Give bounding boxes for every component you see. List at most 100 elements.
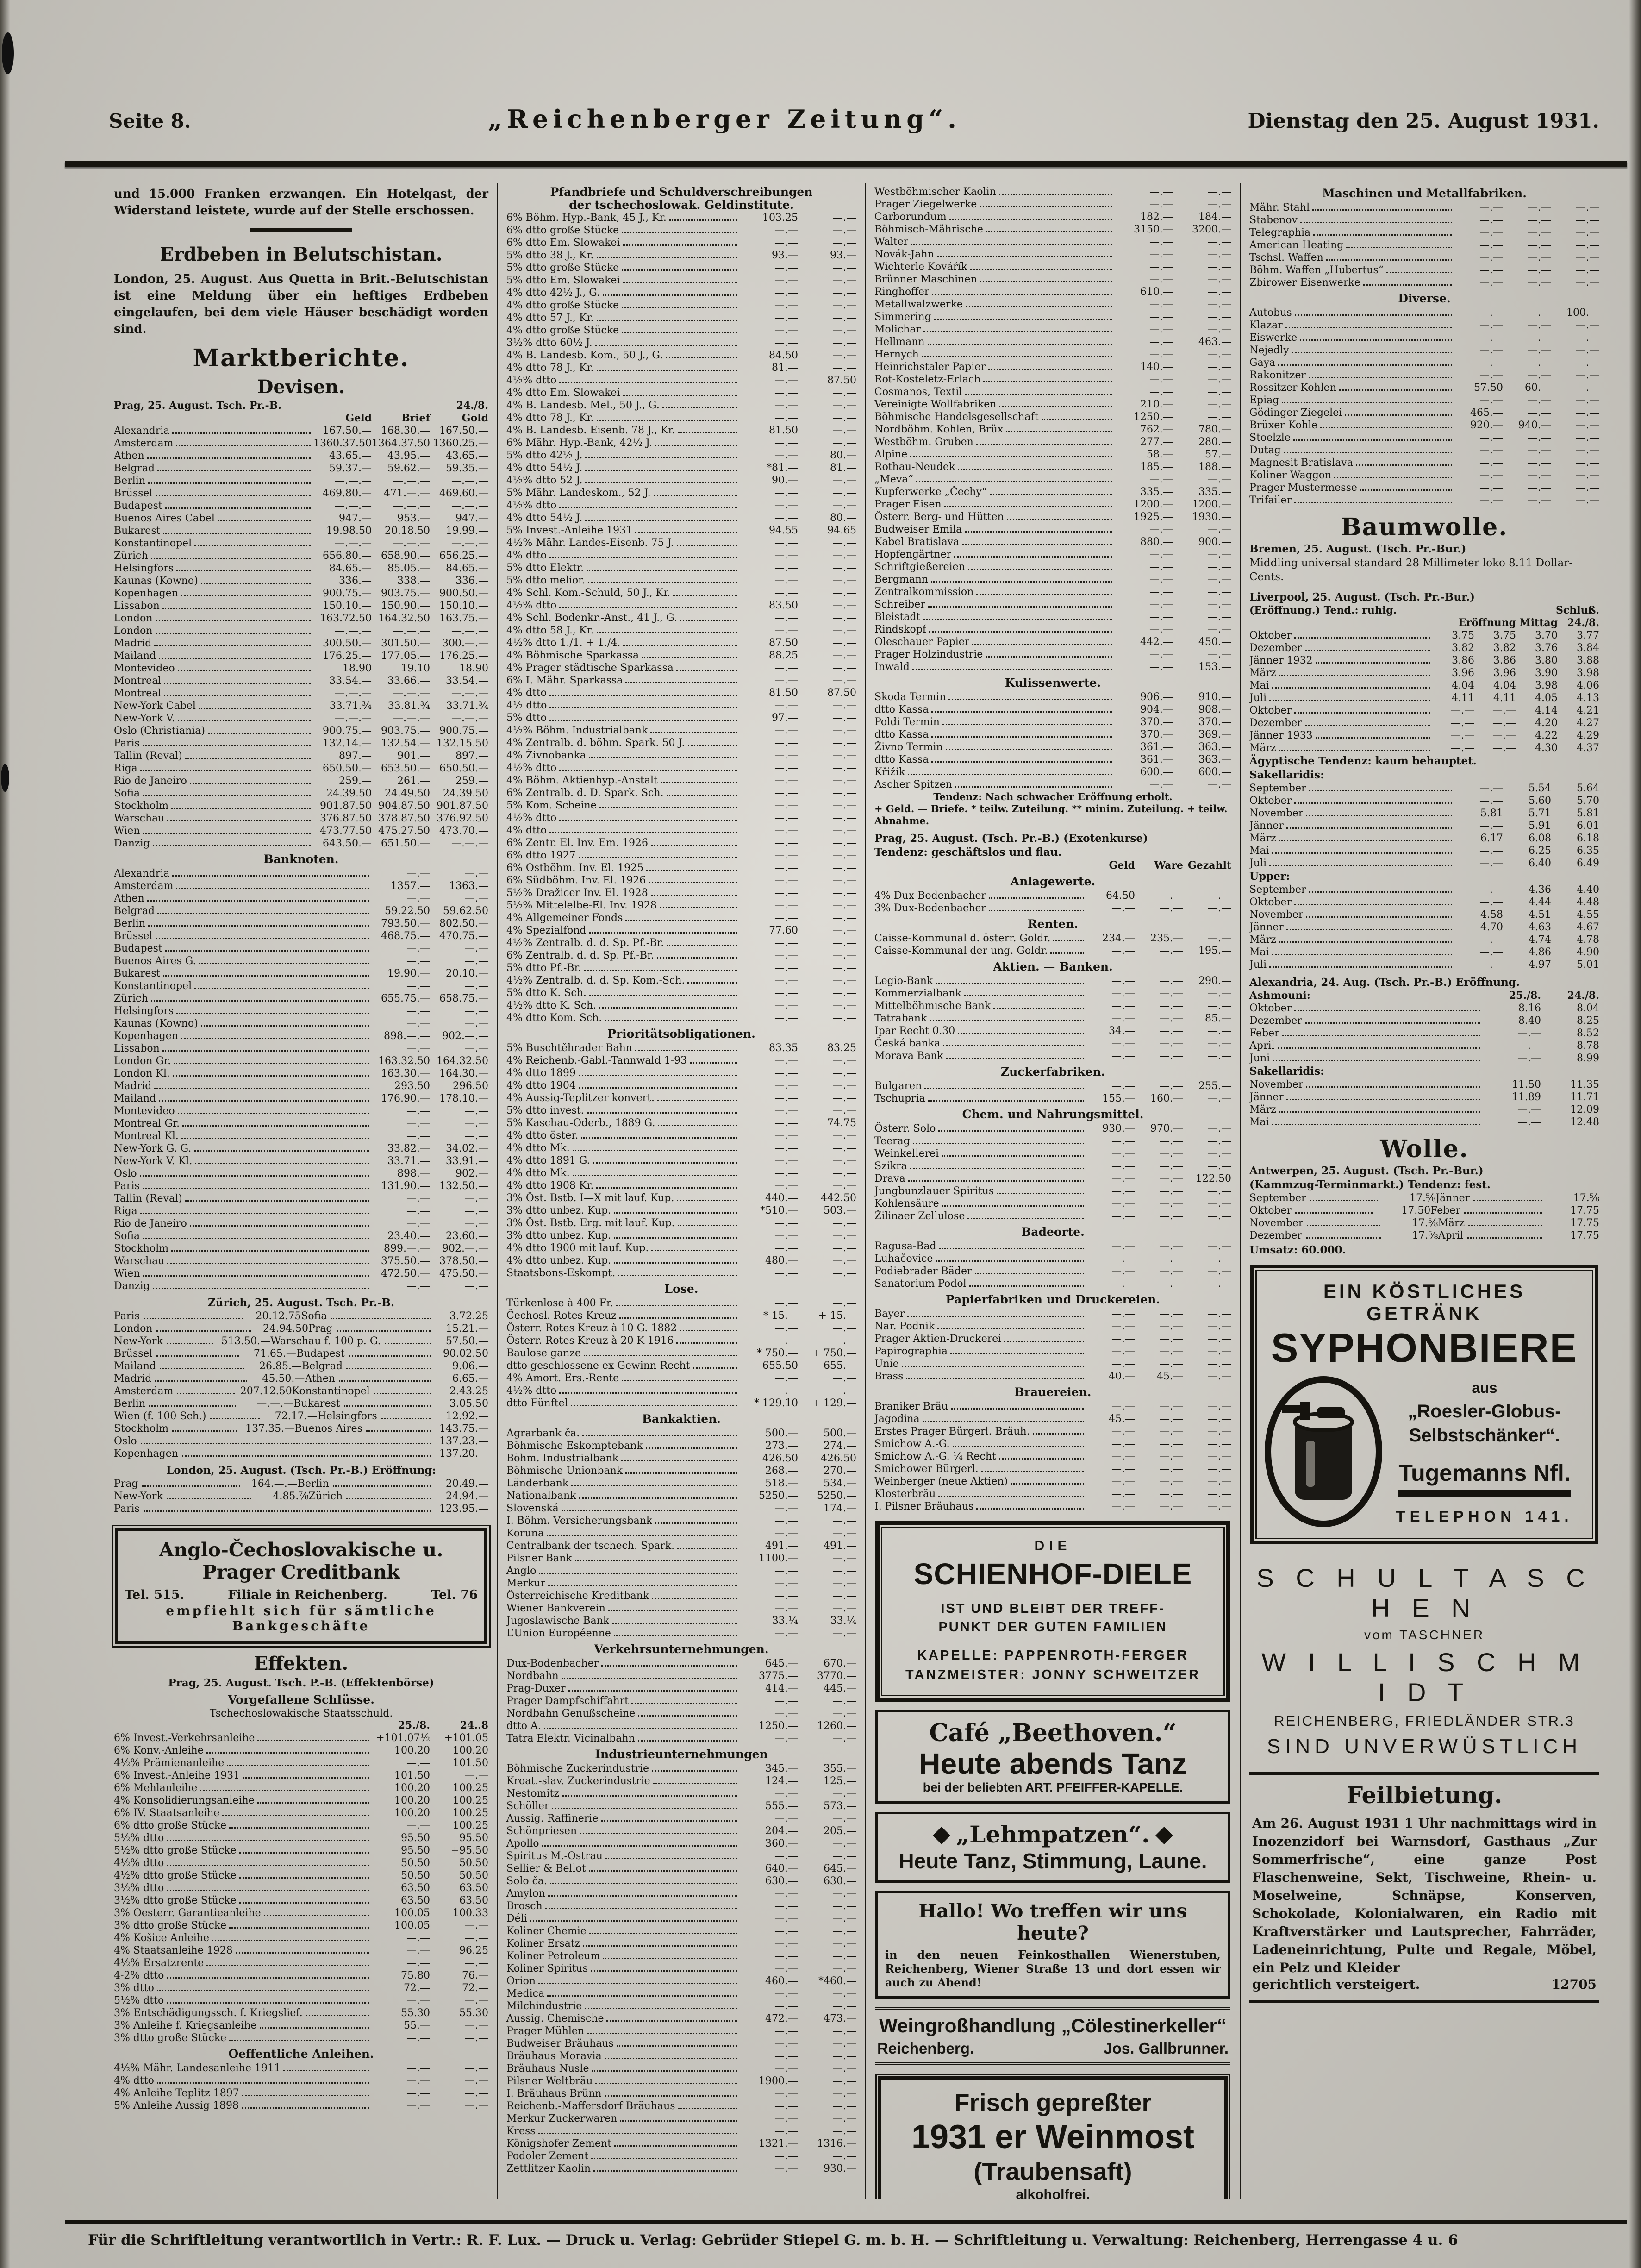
table-row: Stockholm 901.87.50 904.87.50 901.87.50 <box>114 800 488 812</box>
table-row: Böhm. Waffen „Hubertus“ —.— —.— —.— <box>1249 264 1599 276</box>
syphon-tugemanns: Tugemanns Nfl. <box>1398 1460 1571 1497</box>
feilbietung-lastline: gerichtlich versteigert. 12705 <box>1252 1977 1597 1992</box>
table-row: 6% Südböhm. Inv. El. 1926 —.— —.— <box>506 875 856 886</box>
table-row: Nordbahn Genußscheine —.— —.— <box>506 1708 856 1719</box>
table-row: Nordböhm. Kohlen, Brüx 762.— 780.— <box>874 424 1231 435</box>
table-row: Zentralkommission —.— —.— <box>874 586 1231 598</box>
table-row: Lissabon 150.10.— 150.90.— 150.10.— <box>114 600 488 612</box>
table-row: 5% Kaschau-Oderb., 1889 G. —.— 74.75 <box>506 1117 856 1129</box>
table-row: Dezember 17.⅝ April 17.75 <box>1249 1230 1599 1241</box>
liverpool-table: Oktober 3.75 3.75 3.70 3.77 Dezember 3.82 3.82 3… <box>1249 629 1599 754</box>
table-row: London Gr. 163.32.50 164.32.50 <box>114 1055 488 1067</box>
table-row: 5% Mähr. Landeskom., 52 J. —.— —.— <box>506 487 856 499</box>
lehmpatzen-ad: „Lehmpatzen“. Heute Tanz, Stimmung, Laun… <box>875 1812 1230 1883</box>
table-row: Budweiser Emila —.— —.— <box>874 524 1231 535</box>
table-row: Merkur —.— —.— <box>506 1578 856 1589</box>
table-row: Dezember —.— —.— 4.20 4.27 <box>1249 717 1599 729</box>
table-row: Alexandria 167.50.— 168.30.— 167.50.— <box>114 425 488 437</box>
table-row: November 17.⅝ März 17.75 <box>1249 1217 1599 1229</box>
table-row: New-York V. —.—.— —.—.— —.—.— <box>114 713 488 724</box>
table-row: 5½% dtto —.— —.— <box>114 1995 488 2006</box>
table-row: November 5.81 5.71 5.81 <box>1249 808 1599 819</box>
devisen-column-headers: Geld Brief Gold <box>345 412 488 424</box>
table-row: 4% dtto Em. Slowakei —.— —.— <box>506 387 856 399</box>
table-row: Kopenhagen 900.75.— 903.75.— 900.50.— <box>114 588 488 599</box>
table-row: Mailand 176.90.— 178.10.— <box>114 1093 488 1104</box>
table-row: Gaya —.— —.— —.— <box>1249 357 1599 369</box>
table-row: 5% dtto Em. Slowakei —.— —.— <box>506 275 856 286</box>
table-row: 3% Anleihe f. Kriegsanleihe 55.— —.— <box>114 2020 488 2031</box>
table-row: 3% Oesterr. Garantieanleihe 100.05 100.33 <box>114 1907 488 1919</box>
table-row: Belgrad 59.37.— 59.62.— 59.35.— <box>114 463 488 474</box>
table-row: Amsterdam 1360.37.50 1364.37.50 1360.25.— <box>114 438 488 449</box>
table-row: 5½% dtto große Stücke 95.50 +95.50 <box>114 1845 488 1856</box>
table-row: Konstantinopel —.— —.— <box>114 980 488 992</box>
table-row: I. Böhm. Versicherungsbank —.— —.— <box>506 1515 856 1527</box>
table-row: Juli —.— 6.40 6.49 <box>1249 858 1599 869</box>
wienerstuben-headline: Hallo! Wo treffen wir uns heute? <box>918 1900 1187 1944</box>
table-row: 5% dtto 97.— —.— <box>506 712 856 724</box>
table-row: 5% Kom. Scheine —.— —.— <box>506 800 856 811</box>
table-row: Montreal 33.54.— 33.66.— 33.54.— <box>114 675 488 687</box>
maschinen-table: Mähr. Stahl —.— —.— —.— Stabenov —.— —.— —.— Tel… <box>1249 201 1599 289</box>
liverpool-subline: (Eröffnung.) Tend.: ruhig. Schluß. <box>1249 604 1599 616</box>
table-row: Schreiber —.— —.— <box>874 599 1231 610</box>
table-row: Déli —.— —.— <box>506 1913 856 1924</box>
table-row: Westböhm. Gruben 277.— 280.— <box>874 436 1231 448</box>
table-row: dtto Kassa 370.— 369.— <box>874 729 1231 740</box>
feilbietung-closing: gerichtlich versteigert. <box>1252 1977 1420 1992</box>
column-4: Maschinen und Metallfabriken. Mähr. Stah… <box>1240 183 1608 2199</box>
table-row: 4% Reichenb.-Gabl.-Tannwald 1-93 —.— —.— <box>506 1055 856 1066</box>
table-row: Novák-Jahn —.— —.— <box>874 249 1231 260</box>
table-row: September —.— 5.54 5.64 <box>1249 783 1599 794</box>
table-row: Schönpriesen 204.— 205.— <box>506 1825 856 1837</box>
table-row: Unie —.— —.— —.— <box>874 1358 1231 1370</box>
table-row: Rossitzer Kohlen 57.50 60.— —.— <box>1249 382 1599 394</box>
london-table: Prag 164.—.— Berlin 20.49.— New-York 4.85.⅞ Zü… <box>114 1478 488 1515</box>
table-row: 4½% Zentralb. d. d. Sp. Pf.-Br. —.— —.— <box>506 937 856 949</box>
table-row: Danzig 643.50.— 651.50.— —.—.— <box>114 838 488 849</box>
table-row: Schriftgießereien —.— —.— <box>874 561 1231 573</box>
creditbank-ad: Anglo-Čechoslovakische u. Prager Creditb… <box>112 1525 491 1648</box>
table-row: Spiritus M.-Ostrau —.— —.— <box>506 1850 856 1862</box>
table-row: Žilinaer Zellulose —.— —.— —.— <box>874 1210 1231 1222</box>
table-row: 5% dtto große Stücke —.— —.— <box>506 262 856 274</box>
table-row: Prager Mühlen —.— —.— <box>506 2025 856 2037</box>
marktberichte-heading: Marktberichte. <box>193 344 410 372</box>
table-row: 4% dtto 54½ J. *81.— 81.— <box>506 462 856 474</box>
table-row: 4½% dtto 1./1. + 1./4. 87.50 —.— <box>506 637 856 649</box>
masthead: Seite 8. „Reichenberger Zeitung“. Dienst… <box>109 104 1599 134</box>
antwerpen-sub: (Kammzug-Terminmarkt.) Tendenz: fest. <box>1249 1178 1491 1191</box>
table-row: dtto Kassa 361.— 363.— <box>874 754 1231 765</box>
table-row: Mai —.— 4.86 4.90 <box>1249 946 1599 958</box>
table-row: 4% dtto 78 J., Kr. —.— —.— <box>506 412 856 424</box>
table-row: Amsterdam 1357.— 1363.— <box>114 880 488 892</box>
table-row: Luhačovice —.— —.— —.— <box>874 1253 1231 1265</box>
table-row: 4% Böhmische Sparkassa 88.25 —.— <box>506 650 856 661</box>
table-row: Paris 20.12.75 Sofia 3.72.25 <box>114 1310 489 1322</box>
table-row: 6% dtto Em. Slowakei —.— —.— <box>506 237 856 249</box>
scan-artifact <box>1 764 9 792</box>
aktien-banken-table: Legio-Bank —.— —.— 290.— Kommerzialbank —.— —.… <box>874 975 1231 1062</box>
table-row: November 11.50 11.35 <box>1249 1079 1599 1090</box>
table-row: London 24.94.50 Prag 15.21.— <box>114 1323 488 1334</box>
devisen-heading: Devisen. <box>257 376 345 398</box>
scan-edge-right <box>1629 0 1641 2268</box>
table-row: Ipar Recht 0.30 34.— —.— —.— <box>874 1025 1231 1037</box>
table-row: Trifailer —.— —.— —.— <box>1249 495 1599 506</box>
table-row: Smichower Bürgerl. —.— —.— —.— <box>874 1463 1231 1475</box>
table-row: Westböhmischer Kaolin —.— —.— <box>874 186 1231 198</box>
coelestinerkeller-ad: Weingroßhandlung „Cölestinerkeller“ Reic… <box>875 2007 1230 2065</box>
zuckerfabriken-table: Bulgaren —.— —.— 255.— Tschupria 155.— 160.— —.… <box>874 1080 1231 1105</box>
diverse-table: Autobus —.— —.— 100.— Klazar —.— —.— —.— Eiswerk… <box>1249 307 1599 507</box>
table-row: Caisse-Kommunal der ung. Goldr. —.— —.— 195… <box>874 945 1231 957</box>
table-row: Jugoslawische Bank 33.¼ 33.¼ <box>506 1615 856 1627</box>
table-row: 4% Amort. Ers.-Rente —.— —.— <box>506 1372 856 1384</box>
table-row: Warschau 376.87.50 378.87.50 376.92.50 <box>114 813 488 824</box>
table-row: Schöller 555.— 573.— <box>506 1800 856 1812</box>
table-row: 4½ dtto —.— —.— <box>506 700 856 711</box>
table-row: Tatra Elektr. Vicinalbahn —.— —.— <box>506 1733 856 1744</box>
london-dateline: London, 25. August. (Tsch. Pr.-B.) Eröff… <box>166 1464 436 1477</box>
table-row: Rothau-Neudek 185.— 188.— <box>874 461 1231 473</box>
table-row: Prager Eisen 1200.— 1200.— <box>874 499 1231 510</box>
